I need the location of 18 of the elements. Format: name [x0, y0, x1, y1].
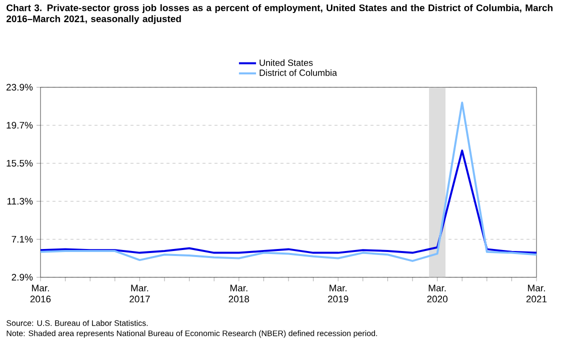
text: Note: Shaded area represents National Bureau of Economic Research (NBER) defined recession period. — [6, 330, 378, 338]
y-tick-label: 23.9% — [6, 84, 33, 91]
x-tick-label: Mar. 2016 — [30, 284, 51, 302]
x-tick-label: Mar. 2021 — [526, 284, 547, 302]
y-tick-label: 19.7% — [6, 122, 33, 129]
chart-title: Chart 3. Private-sector gross job losses as a percent of employment, United States and the District of Columbia, March 2016–March 2021, seasonally adjusted — [6, 4, 552, 24]
y-tick-label: 7.1% — [12, 236, 33, 243]
x-tick-label: Mar. 2020 — [427, 284, 448, 302]
y-tick-label: 15.5% — [6, 160, 33, 167]
legend-label: United States — [260, 59, 313, 66]
x-tick-label: Mar. 2017 — [130, 284, 150, 302]
y-tick-label: 11.3% — [7, 198, 33, 205]
line-series — [40, 150, 537, 254]
legend-label: District of Columbia — [260, 69, 338, 76]
x-tick-label: Mar. 2019 — [328, 284, 348, 302]
y-tick-label: 2.9% — [12, 274, 33, 281]
source-note: Source: U.S. Bureau of Labor Statistics. — [6, 320, 148, 326]
x-tick-label: Mar. 2018 — [228, 284, 250, 302]
